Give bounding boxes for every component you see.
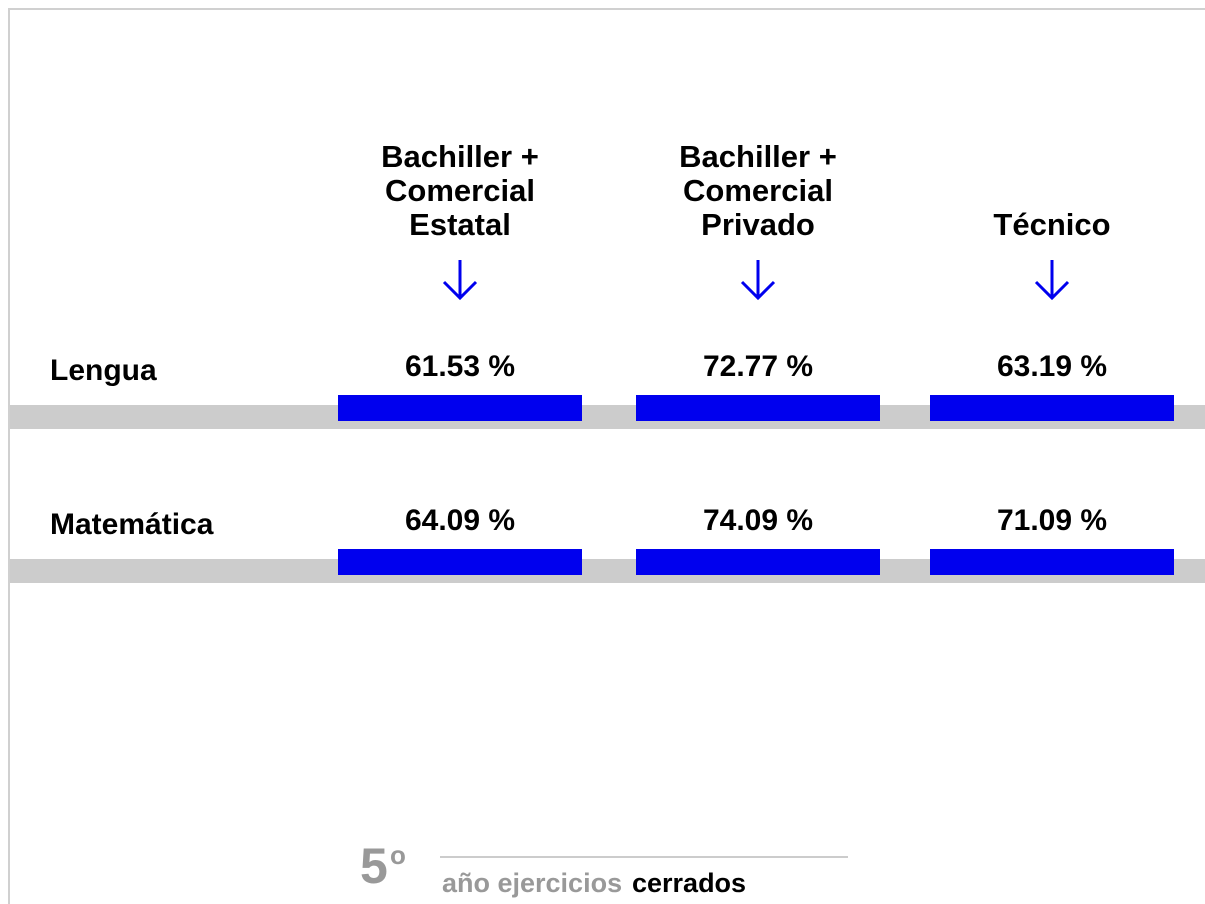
arrow-icon	[1034, 260, 1070, 301]
cell-value: 63.19 %	[996, 350, 1108, 383]
arrow-icon	[740, 260, 776, 301]
cell-value: 61.53 %	[404, 350, 516, 383]
frame	[8, 8, 1205, 904]
cell-bar	[338, 395, 582, 421]
footer-rule	[440, 856, 848, 858]
footer: 5 o año ejercicios cerrados	[360, 838, 860, 898]
cell-value: 74.09 %	[702, 504, 814, 537]
cell-bar	[636, 549, 880, 575]
cell-bar	[930, 549, 1174, 575]
column-header: Bachiller + Comercial Privado	[679, 139, 837, 242]
arrow-icon	[442, 260, 478, 301]
cell-bar	[930, 395, 1174, 421]
row-label: Matemática	[50, 508, 214, 541]
cell-value: 71.09 %	[996, 504, 1108, 537]
column-header: Técnico	[993, 207, 1111, 242]
arrow	[1032, 258, 1072, 302]
footer-text: año ejercicios	[442, 868, 623, 898]
cell-value: 72.77 %	[702, 350, 814, 383]
column-header: Bachiller + Comercial Estatal	[381, 139, 539, 242]
footer-emphasis: cerrados	[632, 868, 747, 898]
grade-number: 5	[360, 838, 388, 894]
cell-bar	[636, 395, 880, 421]
cell-value: 64.09 %	[404, 504, 516, 537]
arrow	[440, 258, 480, 302]
arrow	[738, 258, 778, 302]
cell-bar	[338, 549, 582, 575]
row-label: Lengua	[50, 354, 157, 387]
grade-ordinal: o	[390, 840, 406, 870]
